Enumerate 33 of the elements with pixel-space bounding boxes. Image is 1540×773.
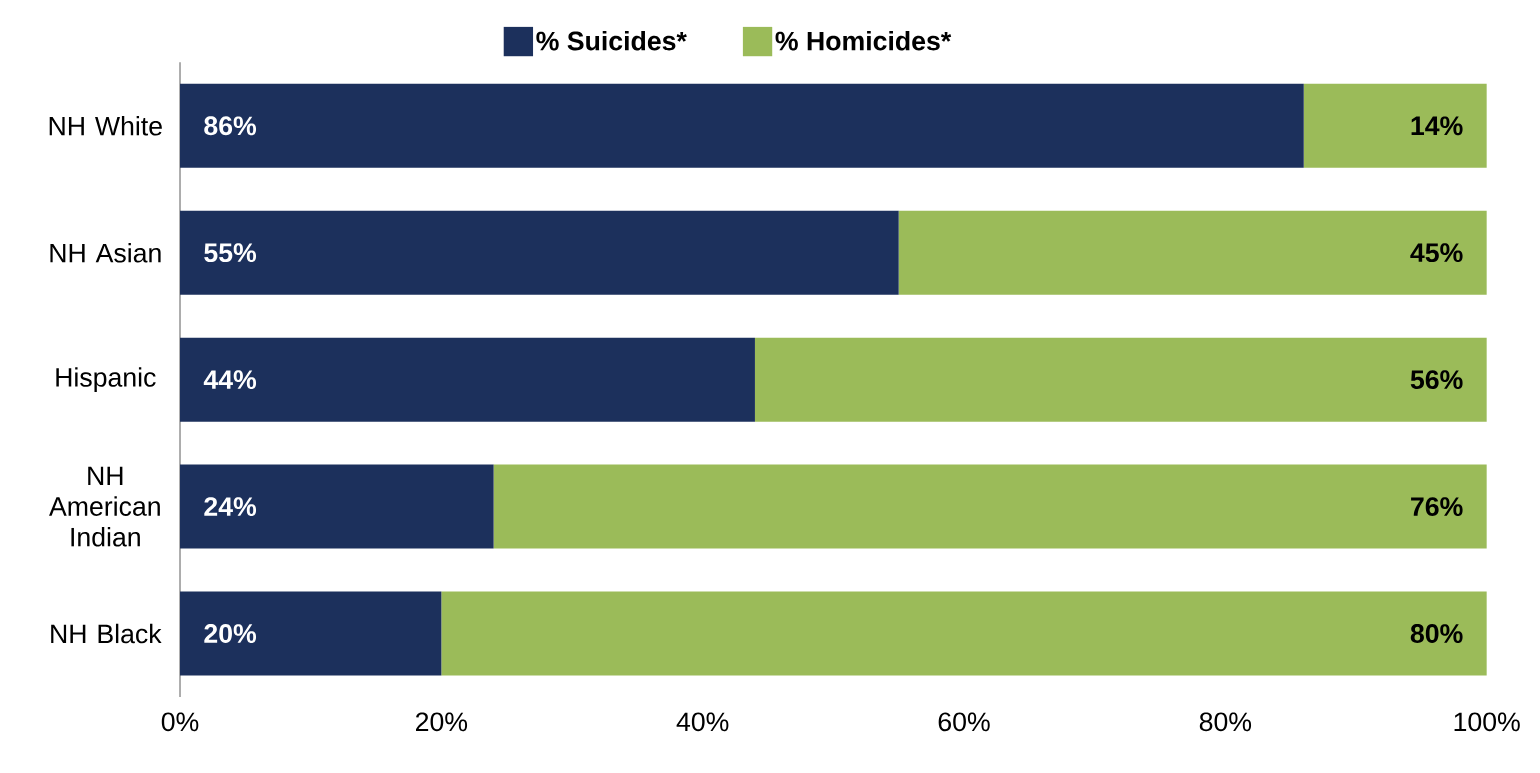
bar bbox=[754, 337, 1487, 422]
bar bbox=[493, 464, 1487, 549]
x-tick-label: 0% bbox=[161, 712, 199, 732]
y-tick-label: NH Black bbox=[51, 623, 162, 644]
bar bbox=[180, 591, 442, 676]
bar bbox=[180, 210, 899, 295]
x-tick-label: 40% bbox=[676, 712, 729, 732]
data-label: 76% bbox=[1411, 497, 1463, 517]
data-label: 14% bbox=[1411, 116, 1463, 136]
bar bbox=[1303, 83, 1487, 168]
legend-label: % Suicides* bbox=[536, 30, 687, 51]
data-label: 20% bbox=[204, 624, 257, 643]
data-label: 86% bbox=[204, 116, 257, 136]
x-tick-label: 20% bbox=[416, 712, 468, 732]
y-tick-label: NH Asian bbox=[50, 242, 161, 263]
legend-label: % Homicides* bbox=[775, 30, 952, 51]
data-label: 45% bbox=[1410, 243, 1463, 263]
x-tick-label: 80% bbox=[1199, 712, 1252, 732]
y-tick-label: NH American Indian bbox=[49, 466, 160, 547]
bar bbox=[180, 83, 1304, 168]
y-tick-label: Hispanic bbox=[56, 367, 156, 393]
bar bbox=[180, 464, 494, 549]
bar bbox=[180, 337, 755, 422]
data-label: 55% bbox=[204, 243, 257, 263]
y-tick-label: NH White bbox=[49, 116, 162, 136]
data-label: 80% bbox=[1410, 624, 1463, 643]
x-tick-label: 60% bbox=[938, 712, 990, 732]
data-label: 56% bbox=[1410, 370, 1463, 390]
x-tick-label: 100% bbox=[1454, 712, 1520, 732]
bar bbox=[898, 210, 1487, 295]
data-label: 44% bbox=[203, 370, 257, 390]
bar bbox=[441, 591, 1487, 676]
data-label: 24% bbox=[204, 497, 257, 516]
